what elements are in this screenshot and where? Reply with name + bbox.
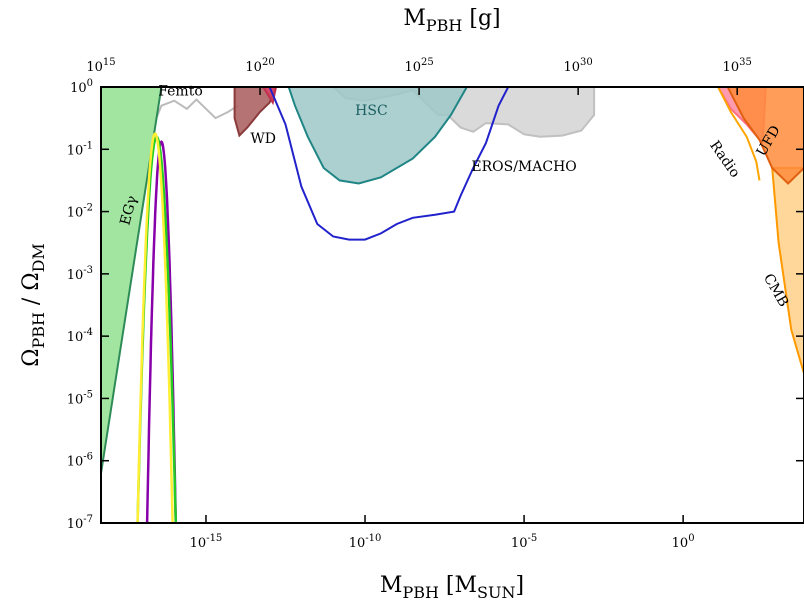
- y-tick-label: 10-6: [67, 452, 93, 470]
- region-femto: [154, 98, 239, 122]
- region-eggamma: [101, 87, 163, 474]
- label-eggamma: EGγ: [117, 194, 140, 227]
- y-tick-label: 10-7: [67, 514, 93, 532]
- y-tick-label: 10-4: [67, 327, 93, 345]
- label-eros-macho: EROS/MACHO: [471, 159, 576, 175]
- constraint-regions: [101, 87, 804, 474]
- region-hsc: [287, 87, 468, 185]
- y-axis-ticks: 100 10-1 10-2 10-3 10-4 10-5 10-6 10-7: [67, 78, 804, 532]
- y-tick-label: 10-2: [67, 203, 93, 221]
- purple-peak: [145, 140, 178, 523]
- x-axis-top-title: MPBH [g]: [403, 6, 500, 35]
- x-top-tick-label: 1030: [564, 57, 593, 75]
- plot-frame: [100, 86, 804, 524]
- yellow-peak: [136, 132, 174, 523]
- region-cmb: [771, 167, 804, 374]
- label-radio: Radio: [706, 138, 743, 181]
- x-tick-label: 100: [672, 533, 695, 551]
- constraint-curves: [268, 87, 761, 241]
- x-tick-label: 10-15: [190, 533, 223, 551]
- x-top-tick-label: 1020: [245, 57, 274, 75]
- y-tick-label: 100: [70, 78, 93, 96]
- y-tick-label: 10-5: [67, 389, 93, 407]
- y-axis-title: ΩPBH / ΩDM: [19, 243, 48, 367]
- x-top-tick-label: 1035: [723, 57, 752, 75]
- label-wd: WD: [250, 131, 276, 147]
- label-hsc: HSC: [355, 103, 388, 119]
- region-microlensing-red: [262, 87, 278, 106]
- x-top-tick-label: 1025: [404, 57, 433, 75]
- pbh-mass-spectra: [136, 132, 178, 523]
- x-tick-label: 10-5: [511, 533, 537, 551]
- y-tick-label: 10-1: [67, 140, 93, 158]
- curve-blue-constraint: [268, 87, 510, 241]
- region-ufd: [726, 87, 804, 185]
- x-axis-bottom-title: MPBH [MSUN]: [380, 573, 524, 602]
- x-top-tick-label: 1015: [86, 57, 115, 75]
- x-tick-label: 10-10: [349, 533, 382, 551]
- y-tick-label: 10-3: [67, 265, 93, 283]
- curve-radio-orange-curve: [717, 87, 761, 181]
- x-axis-top-ticks: 1015 1020 1025 1030 1035: [86, 57, 752, 95]
- x-axis-bottom-ticks: 10-15 10-10 10-5 100: [190, 515, 695, 551]
